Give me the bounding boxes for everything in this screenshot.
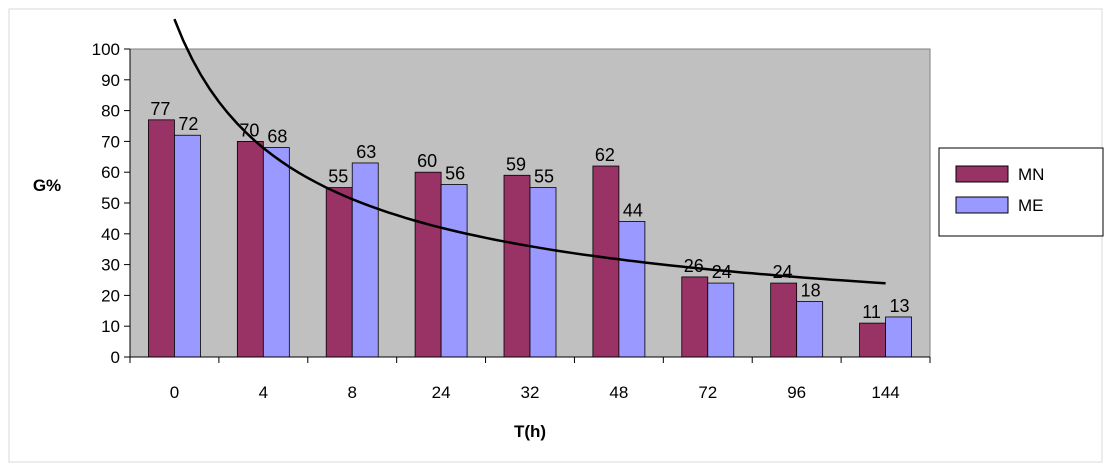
y-tick-label: 40 (101, 225, 120, 244)
y-tick-label: 50 (101, 194, 120, 213)
y-tick-label: 100 (92, 40, 120, 59)
bar-me (440, 184, 468, 358)
y-tick-label: 30 (101, 256, 120, 275)
legend-box (938, 147, 1104, 237)
bar-mn (859, 322, 886, 358)
bar-me (529, 187, 557, 358)
data-label-me: 55 (534, 167, 554, 187)
data-label-mn: 59 (506, 154, 526, 174)
bar-mn (148, 119, 175, 358)
y-ticks: 0 10 20 30 40 50 60 70 80 90 100 (92, 40, 130, 367)
data-label-me: 72 (178, 114, 198, 134)
bar-me (707, 282, 735, 358)
legend-label-me: ME (1018, 196, 1044, 215)
bar-me (174, 134, 201, 358)
bar-me (262, 147, 290, 358)
bar-me (796, 301, 824, 358)
bar-mn (503, 174, 531, 358)
y-tick-label: 20 (101, 286, 120, 305)
data-label-me: 56 (445, 164, 465, 184)
x-tick-label: 24 (432, 383, 451, 402)
x-tick-label: 0 (170, 383, 179, 402)
data-label-me: 63 (356, 142, 376, 162)
bar-mn (592, 165, 620, 358)
x-tick-label: 96 (787, 383, 806, 402)
data-labels: 77 70 55 60 59 62 26 24 11 72 68 63 56 55 44 24 18 13 (150, 99, 909, 322)
y-tick-label: 90 (101, 71, 120, 90)
bar-mn (236, 140, 264, 358)
bar-me (618, 221, 646, 358)
legend-swatch-mn (955, 165, 1009, 183)
data-label-me: 13 (890, 296, 910, 316)
data-label-mn: 60 (417, 151, 437, 171)
data-label-mn: 55 (328, 167, 348, 187)
bar-mn (414, 171, 442, 358)
y-tick-label: 10 (101, 317, 120, 336)
x-tick-label: 144 (871, 383, 899, 402)
data-label-me: 24 (712, 262, 732, 282)
x-tick-label: 4 (259, 383, 268, 402)
x-axis-title: T(h) (514, 422, 546, 441)
bars (148, 119, 912, 358)
y-tick-label: 60 (101, 163, 120, 182)
trendline-group (173, 18, 886, 285)
data-label-mn: 62 (595, 145, 615, 165)
legend-swatch-me (955, 196, 1009, 214)
bar-mn (325, 187, 353, 358)
x-tick-label: 32 (521, 383, 540, 402)
bar-me (351, 162, 379, 358)
data-label-mn: 77 (150, 99, 170, 119)
y-tick-label: 70 (101, 132, 120, 151)
y-tick-label: 80 (101, 102, 120, 121)
y-tick-label: 0 (111, 348, 120, 367)
bar-me (885, 316, 912, 358)
x-ticks: 0 4 8 24 32 48 72 96 144 (129, 357, 931, 402)
trendline (173, 18, 886, 285)
y-axis-title: G% (33, 176, 61, 195)
data-label-me: 18 (801, 281, 821, 301)
legend-label-mn: MN (1018, 165, 1044, 184)
data-label-mn: 70 (239, 120, 259, 140)
data-label-me: 44 (623, 200, 643, 220)
x-tick-label: 72 (698, 383, 717, 402)
bar-mn (681, 276, 709, 358)
bar-mn (770, 282, 798, 358)
x-tick-label: 48 (609, 383, 628, 402)
data-label-mn: 26 (684, 256, 704, 276)
data-label-mn: 11 (862, 302, 881, 322)
data-label-mn: 24 (773, 262, 793, 282)
data-label-me: 68 (267, 127, 287, 147)
legend: MN ME (938, 147, 1104, 237)
x-tick-label: 8 (347, 383, 356, 402)
